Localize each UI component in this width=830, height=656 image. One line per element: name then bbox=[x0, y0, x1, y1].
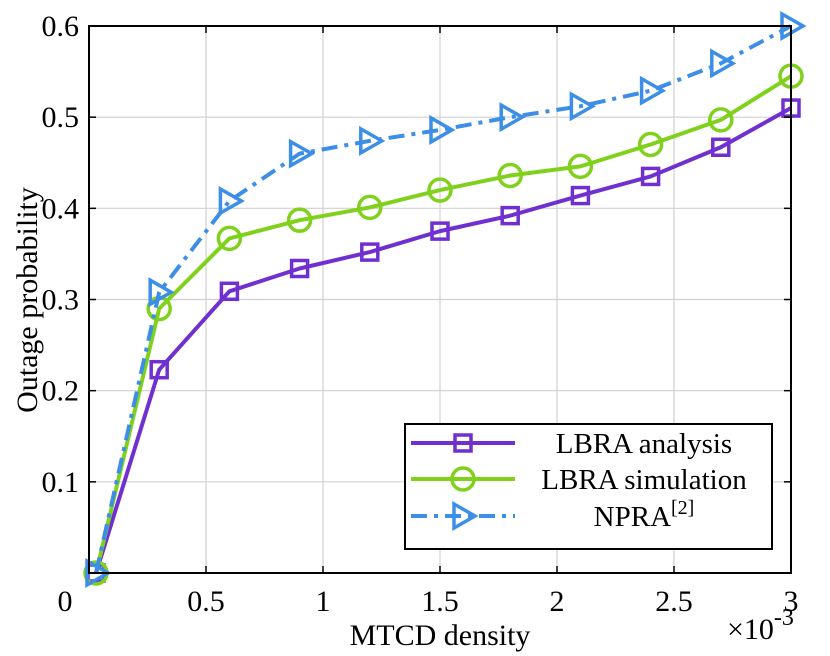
data-point bbox=[427, 177, 453, 203]
series-3 bbox=[85, 10, 807, 589]
legend-label: NPRA[2] bbox=[594, 497, 695, 533]
data-point bbox=[499, 102, 526, 133]
y-tick-label: 0.3 bbox=[42, 284, 80, 317]
data-point bbox=[288, 138, 316, 169]
legend-label-text: LBRA analysis bbox=[556, 428, 732, 460]
data-point bbox=[500, 205, 520, 226]
y-tick-label: 0.1 bbox=[42, 466, 80, 499]
data-point bbox=[637, 131, 664, 158]
data-point bbox=[360, 242, 380, 262]
data-point bbox=[497, 162, 523, 189]
series-line bbox=[94, 106, 792, 574]
x-axis-exponent: ×10-3 bbox=[727, 605, 794, 646]
data-point bbox=[289, 258, 310, 279]
legend-entry: LBRA simulation bbox=[411, 464, 747, 496]
legend-marker bbox=[450, 466, 476, 492]
y-tick-label: 0.2 bbox=[42, 375, 80, 408]
data-point bbox=[639, 75, 667, 106]
legend-marker bbox=[452, 500, 479, 532]
legend-label: LBRA analysis bbox=[556, 428, 732, 460]
x-tick-label: 2 bbox=[550, 585, 565, 618]
data-point bbox=[710, 48, 737, 79]
data-point bbox=[219, 281, 240, 302]
data-point bbox=[570, 185, 591, 206]
y-tick-label: 0.6 bbox=[42, 10, 80, 43]
legend-label: LBRA simulation bbox=[541, 464, 747, 496]
x-tick-label: 0.5 bbox=[187, 585, 225, 618]
x-tick-label: 1 bbox=[316, 585, 331, 618]
legend-label-superscript: [2] bbox=[671, 497, 694, 519]
data-point bbox=[216, 225, 243, 252]
y-tick-label: 0.4 bbox=[42, 192, 80, 225]
y-axis-label: Outage probability bbox=[11, 187, 44, 413]
data-point bbox=[430, 221, 450, 241]
data-point bbox=[149, 359, 169, 380]
data-point bbox=[708, 107, 734, 133]
x-axis-exponent-power: -3 bbox=[774, 605, 794, 631]
x-tick-label: 0 bbox=[58, 585, 73, 618]
data-point bbox=[711, 137, 731, 158]
y-tick-label: 0.5 bbox=[42, 101, 80, 134]
legend-entry: LBRA analysis bbox=[411, 428, 732, 460]
x-tick-label: 3 bbox=[784, 585, 799, 618]
data-point bbox=[429, 114, 456, 145]
data-point bbox=[357, 194, 383, 221]
tick-labels: 0 0.5 1 1.5 2 2.5 3 0.1 0.2 0.3 0.4 0.5 0.6 bbox=[42, 10, 799, 618]
legend-marker bbox=[453, 433, 473, 453]
data-point bbox=[286, 207, 313, 233]
data-point bbox=[148, 277, 175, 308]
legend-label-text: NPRA bbox=[594, 501, 671, 533]
data-point bbox=[567, 153, 594, 180]
x-axis-label: MTCD density bbox=[350, 619, 531, 652]
legend-entry: NPRA[2] bbox=[411, 497, 694, 533]
data-point bbox=[85, 557, 112, 589]
x-tick-label: 2.5 bbox=[655, 585, 693, 618]
x-axis-exponent-base: ×10 bbox=[727, 613, 774, 646]
legend-label-text: LBRA simulation bbox=[541, 464, 747, 496]
series-line bbox=[94, 74, 793, 574]
x-tick-label: 1.5 bbox=[421, 585, 459, 618]
data-point bbox=[218, 186, 245, 217]
data-point bbox=[569, 91, 596, 122]
data-point bbox=[359, 125, 386, 156]
series-line bbox=[94, 24, 792, 574]
data-point bbox=[640, 166, 661, 187]
